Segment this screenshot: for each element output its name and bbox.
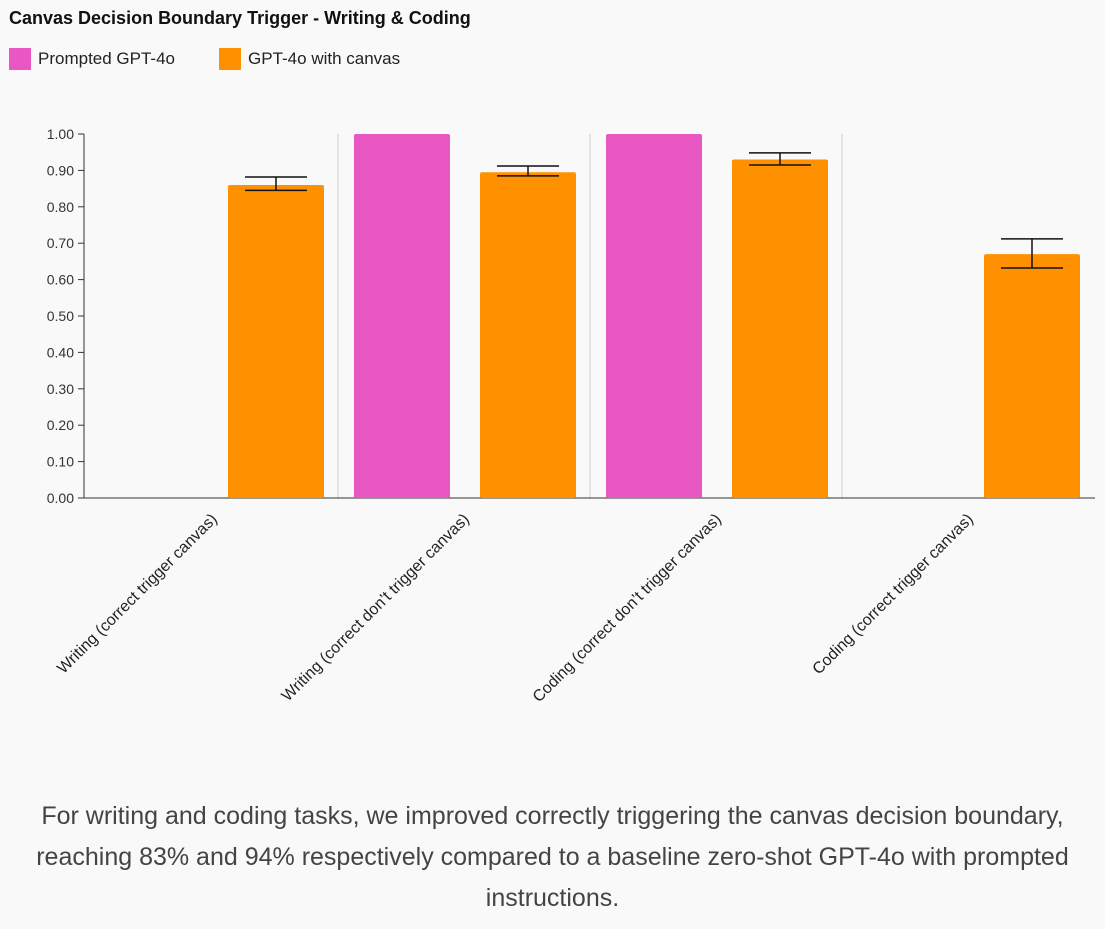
y-tick-label: 0.40 <box>47 344 74 360</box>
y-tick-label: 0.30 <box>47 381 74 397</box>
bar <box>228 184 324 498</box>
legend-label-canvas: GPT-4o with canvas <box>248 49 401 68</box>
chart-title: Canvas Decision Boundary Trigger - Writi… <box>9 8 471 28</box>
y-tick-label: 0.90 <box>47 162 74 178</box>
y-tick-label: 0.10 <box>47 454 74 470</box>
legend-label-prompted: Prompted GPT-4o <box>38 49 176 68</box>
y-tick-label: 1.00 <box>47 126 74 142</box>
legend-swatch-prompted <box>9 48 31 70</box>
bar-chart: 0.00 0.10 0.20 0.30 0.40 0.50 0.60 0.70 0.80 0.90… <box>47 126 1095 706</box>
x-tick-label: Coding (correct don’t trigger canvas) <box>530 511 725 706</box>
legend-swatch-canvas <box>219 48 242 70</box>
bar <box>984 254 1080 498</box>
x-tick-label: Writing (correct trigger canvas) <box>54 511 220 677</box>
bar <box>480 172 576 498</box>
x-tick-label: Coding (correct trigger canvas) <box>809 511 976 678</box>
bar <box>354 134 450 498</box>
y-tick-label: 0.60 <box>47 272 74 288</box>
x-tick-label: Writing (correct don’t trigger canvas) <box>279 511 473 705</box>
y-tick-label: 0.80 <box>47 199 74 215</box>
legend-item-prompted[interactable]: Prompted GPT-4o <box>9 48 175 70</box>
y-tick-label: 0.00 <box>47 490 74 506</box>
bar <box>606 134 702 498</box>
bar <box>732 159 828 499</box>
y-tick-label: 0.70 <box>47 235 74 251</box>
y-tick-label: 0.20 <box>47 417 74 433</box>
chart-caption: For writing and coding tasks, we improve… <box>0 796 1105 919</box>
y-tick-label: 0.50 <box>47 308 74 324</box>
caption-text: For writing and coding tasks, we improve… <box>36 802 1069 912</box>
legend-item-canvas[interactable]: GPT-4o with canvas <box>219 48 400 70</box>
legend: Prompted GPT-4o GPT-4o with canvas <box>9 48 444 70</box>
